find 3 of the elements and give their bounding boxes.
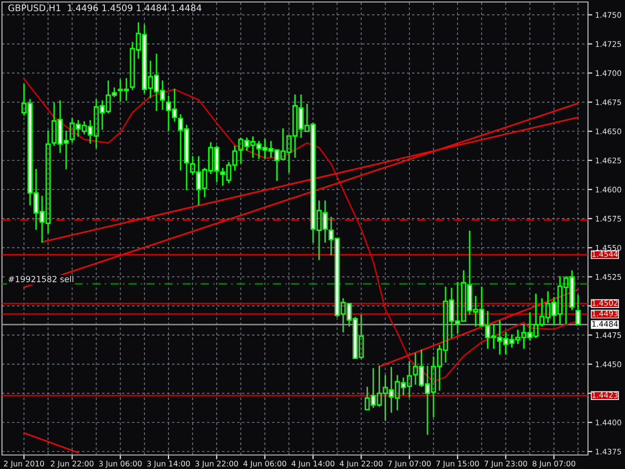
ref-line-label: #19921582 sell [8, 276, 74, 282]
chart-title: GBPUSD,H1 1.4496 1.4509 1.4484 1.4484 [8, 4, 202, 12]
candlestick [575, 294, 581, 326]
